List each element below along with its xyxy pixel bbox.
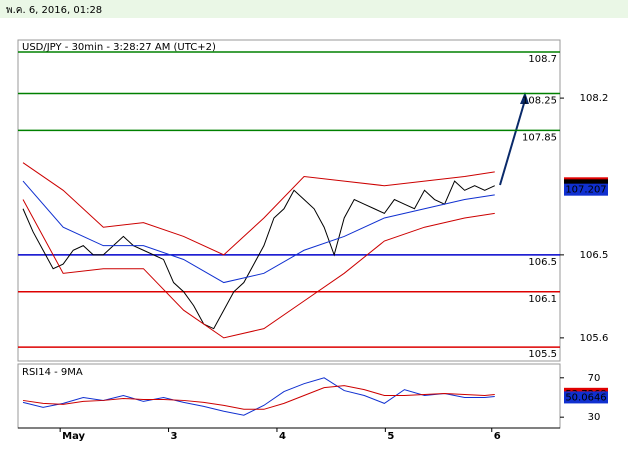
series-line — [22, 199, 495, 339]
x-tick-label: 5 — [387, 431, 394, 442]
series-line — [22, 180, 495, 284]
y-tick-label: 106.5 — [580, 250, 609, 261]
price-tag — [564, 391, 608, 404]
level-label: 105.5 — [528, 349, 557, 360]
series-line — [22, 162, 495, 256]
x-tick-label: 3 — [171, 431, 178, 442]
y-tick-label: 105.6 — [580, 333, 609, 344]
x-tick-label: 6 — [494, 431, 501, 442]
price-tag — [564, 183, 608, 196]
x-tick-label: May — [62, 431, 85, 442]
forecast-arrow — [499, 99, 526, 186]
level-label: 108.7 — [528, 54, 557, 65]
arrow-head — [520, 92, 529, 104]
series-line — [22, 385, 495, 410]
y-tick-label: 30 — [588, 412, 601, 423]
series-line — [22, 180, 495, 330]
level-label: 106.1 — [528, 294, 557, 305]
price-tag-label: 50.0646 — [565, 392, 606, 403]
y-tick-label: 108.2 — [580, 93, 609, 104]
header-bar — [0, 0, 628, 18]
price-tag-label: 107.207 — [565, 185, 606, 196]
y-tick-label: 70 — [588, 373, 601, 384]
panel-title: USD/JPY - 30min - 3:28:27 AM (UTC+2) — [22, 42, 216, 53]
panel-title: RSI14 - 9MA — [22, 367, 83, 378]
header: พ.ค. 6, 2016, 01:28 — [6, 5, 102, 16]
level-label: 107.85 — [522, 132, 557, 143]
x-tick-label: 4 — [279, 431, 286, 442]
level-label: 108.25 — [522, 95, 557, 106]
main-panel — [17, 39, 561, 362]
level-label: 106.5 — [528, 257, 557, 268]
